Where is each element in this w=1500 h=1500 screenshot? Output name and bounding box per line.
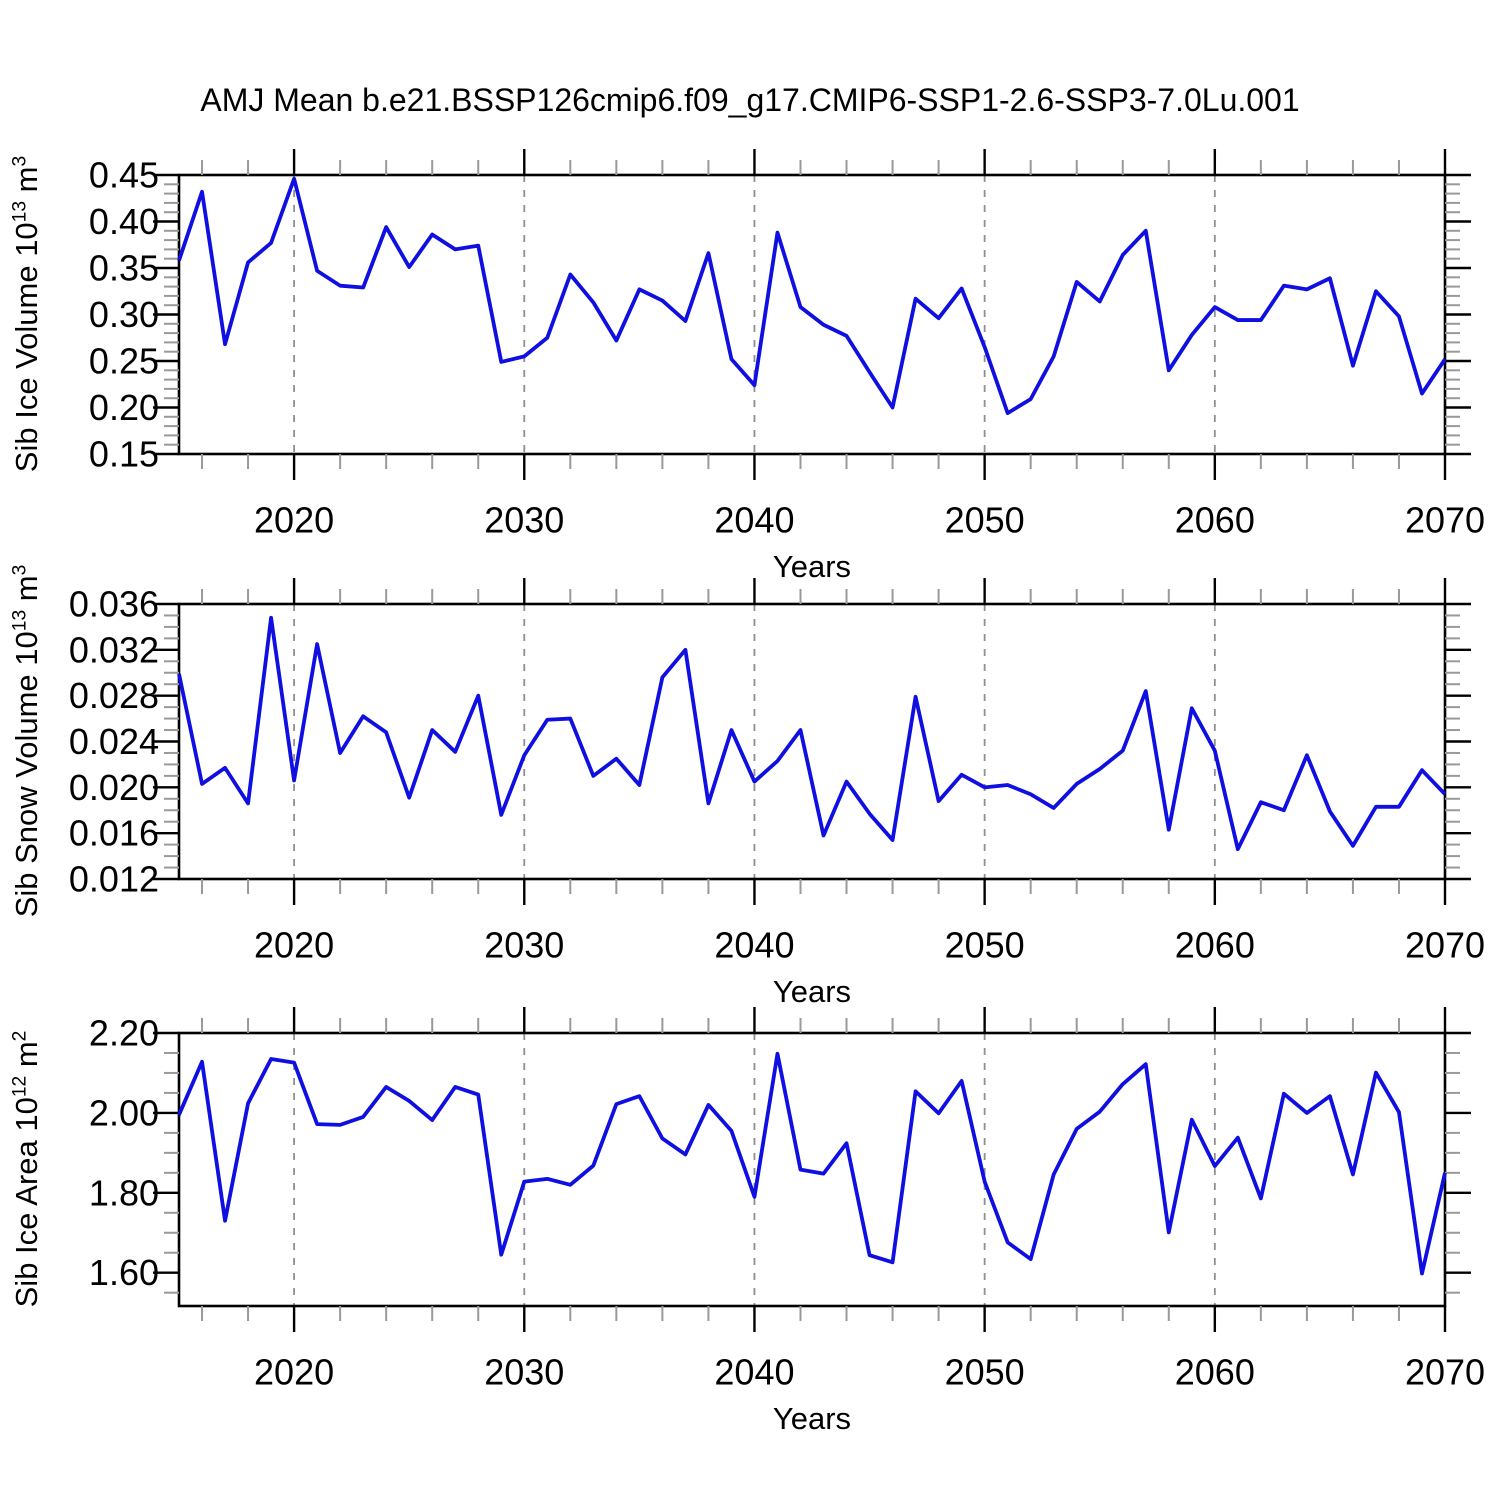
y-tick-label: 0.024 [69, 721, 159, 762]
x-tick-label: 2050 [945, 500, 1025, 541]
x-tick-label: 2020 [254, 1352, 334, 1393]
data-line-sib-snow-volume [177, 615, 1447, 852]
x-tick-label: 2070 [1405, 1352, 1485, 1393]
x-tick-label: 2040 [714, 925, 794, 966]
y-tick-label: 0.40 [89, 201, 159, 242]
y-tick-label: 0.20 [89, 387, 159, 428]
x-axis-title-panel3: Years [772, 1401, 852, 1436]
y-tick-label: 0.25 [89, 341, 159, 382]
y-tick-label: 0.020 [69, 767, 159, 808]
x-tick-label: 2020 [254, 500, 334, 541]
y-tick-label: 0.45 [89, 155, 159, 196]
x-axis-title-panel1: Years [772, 549, 852, 584]
x-tick-label: 2030 [484, 1352, 564, 1393]
y-tick-label: 2.00 [89, 1092, 159, 1133]
x-tick-label: 2040 [714, 1352, 794, 1393]
x-tick-label: 2060 [1175, 500, 1255, 541]
y-tick-label: 0.032 [69, 629, 159, 670]
data-line-sib-ice-area [177, 1051, 1447, 1276]
x-tick-label: 2050 [945, 1352, 1025, 1393]
data-line-sib-ice-volume [177, 176, 1447, 415]
y-tick-label: 0.016 [69, 813, 159, 854]
y-tick-label: 1.60 [89, 1252, 159, 1293]
x-tick-label: 2030 [484, 925, 564, 966]
x-tick-label: 2020 [254, 925, 334, 966]
chart-title: AMJ Mean b.e21.BSSP126cmip6.f09_g17.CMIP… [200, 82, 1300, 118]
y-tick-label: 2.20 [89, 1013, 159, 1054]
y-tick-label: 0.028 [69, 675, 159, 716]
x-tick-label: 2030 [484, 500, 564, 541]
panel-frame [177, 1031, 1447, 1308]
y-tick-label: 0.012 [69, 859, 159, 900]
y-tick-label: 1.80 [89, 1172, 159, 1213]
x-tick-label: 2040 [714, 500, 794, 541]
y-tick-label: 0.35 [89, 248, 159, 289]
x-axis-title-panel2: Years [772, 974, 852, 1009]
panel-sib-snow-volume: 2020 2030 2040 2050 2060 2070 0.012 0.016 0.020 0… [69, 578, 1485, 966]
y-tick-label: 0.15 [89, 434, 159, 475]
y-tick-label: 0.036 [69, 584, 159, 625]
panel-sib-ice-area: 2020 2030 2040 2050 2060 2070 1.60 1.80 2.00 2.20 [89, 1007, 1485, 1393]
x-tick-label: 2050 [945, 925, 1025, 966]
x-tick-label: 2060 [1175, 1352, 1255, 1393]
x-tick-label: 2070 [1405, 925, 1485, 966]
x-tick-label: 2060 [1175, 925, 1255, 966]
y-tick-label: 0.30 [89, 294, 159, 335]
x-tick-label: 2070 [1405, 500, 1485, 541]
panel-frame [177, 602, 1447, 881]
panel-sib-ice-volume: 2020 2030 2040 2050 2060 2070 0.15 0.20 0.25 0.30… [89, 149, 1485, 541]
